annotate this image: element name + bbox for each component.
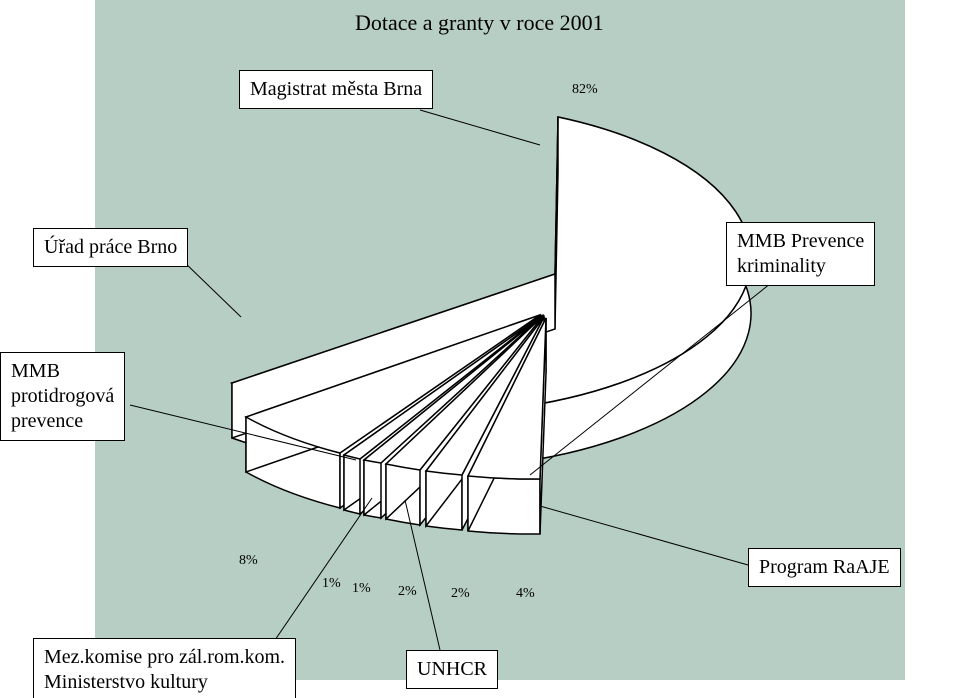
pct-1a: 1% bbox=[322, 576, 341, 592]
chart-stage: Dotace a granty v roce 2001 bbox=[0, 0, 960, 698]
pct-2a: 2% bbox=[398, 584, 417, 600]
callout-mmb-prevence: MMB Prevence kriminality bbox=[726, 222, 875, 286]
pct-4: 4% bbox=[516, 586, 535, 602]
pie-svg bbox=[0, 0, 960, 698]
pct-8: 8% bbox=[239, 553, 258, 569]
callout-unhcr: UNHCR bbox=[406, 650, 498, 689]
callout-mmb-protidrog: MMB protidrogová prevence bbox=[0, 352, 125, 441]
callout-program-raaje: Program RaAJE bbox=[748, 548, 901, 587]
callout-magistrat: Magistrat města Brna bbox=[239, 70, 433, 109]
pct-2b: 2% bbox=[451, 586, 470, 602]
pct-82: 82% bbox=[572, 82, 598, 98]
callout-mez-kom: Mez.komise pro zál.rom.kom. Ministerstvo… bbox=[33, 638, 296, 698]
callout-urad-prace: Úřad práce Brno bbox=[33, 228, 188, 267]
pct-1b: 1% bbox=[352, 581, 371, 597]
